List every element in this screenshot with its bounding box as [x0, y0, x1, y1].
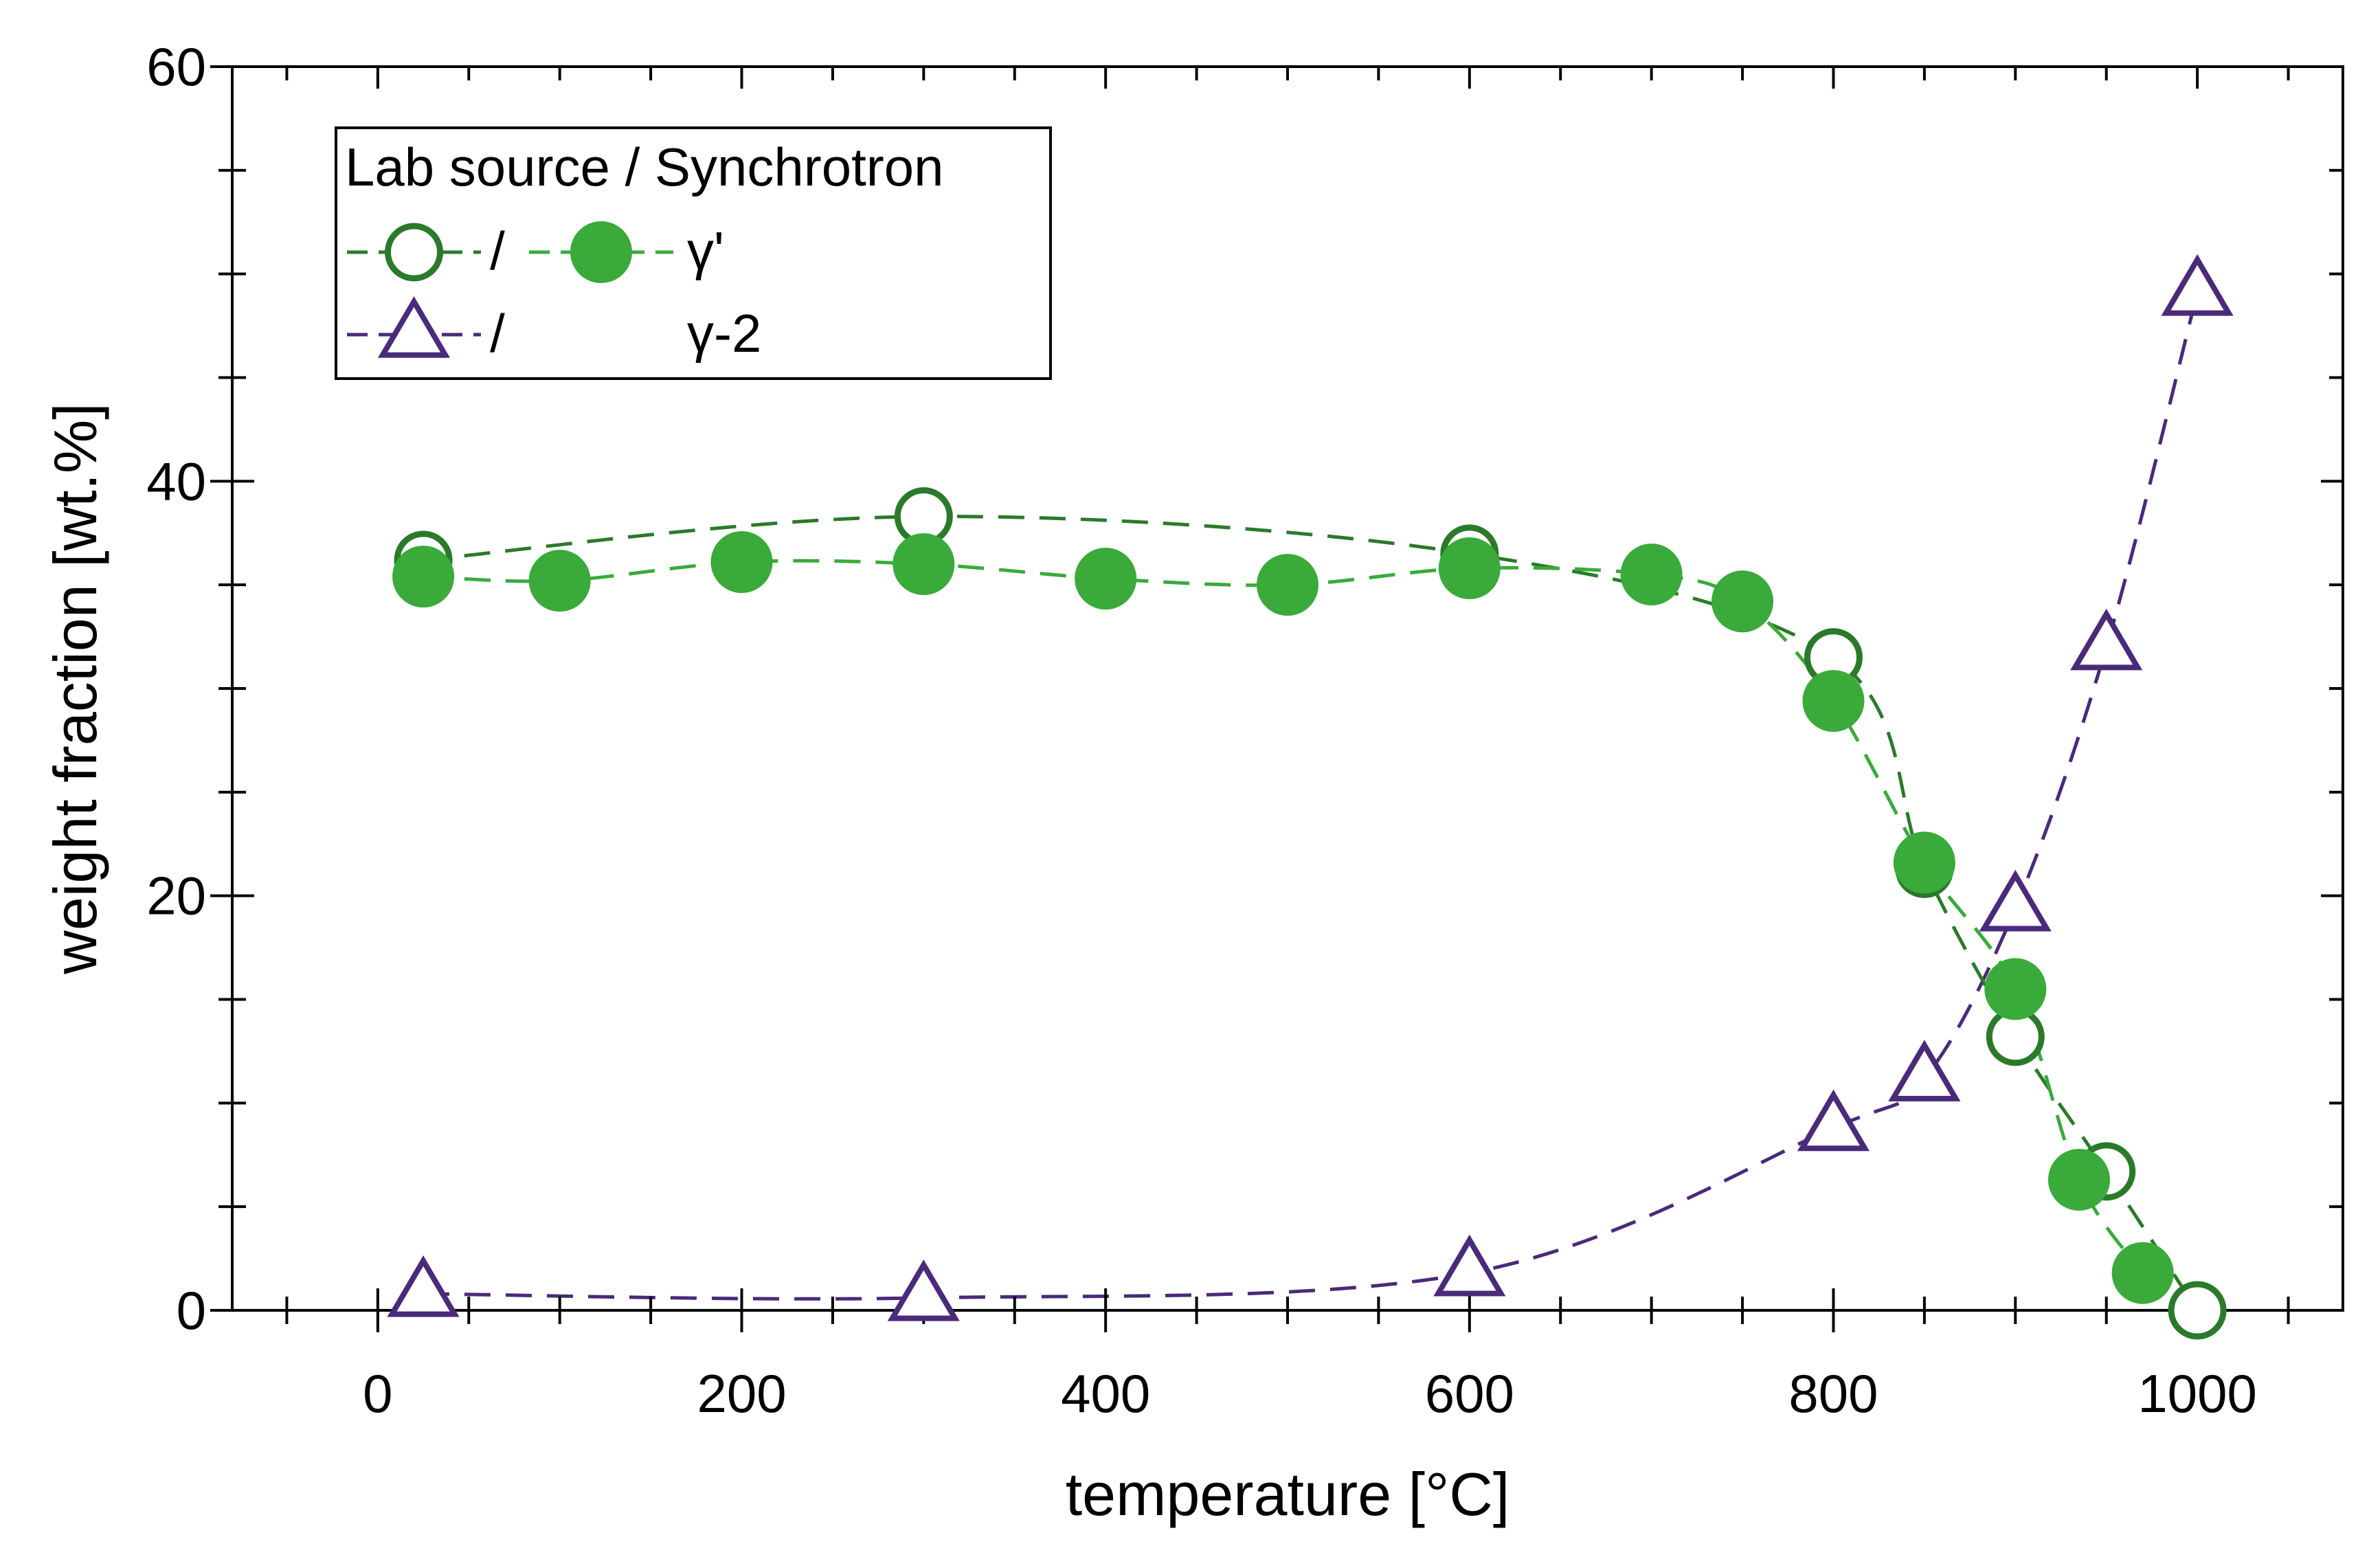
y-tick-label: 20 [146, 866, 206, 926]
y-tick-label: 60 [146, 36, 206, 97]
y-axis-label: weight fraction [wt.%] [41, 403, 109, 974]
x-axis-label: temperature [°C] [1066, 1460, 1510, 1528]
x-tick-label: 600 [1425, 1363, 1514, 1424]
legend-label-gamma-prime: γ' [687, 221, 724, 281]
data-point-gp_syn [392, 546, 455, 608]
data-point-gp_syn [2111, 1242, 2174, 1304]
data-point-gp_syn [2048, 1148, 2110, 1211]
data-point-g2_lab [1797, 1089, 1870, 1152]
legend-sample-gp-syn-marker [570, 221, 632, 283]
data-point-gp_syn [710, 530, 773, 593]
data-point-g2_lab [2161, 254, 2234, 316]
data-point-gp_lab [2168, 1281, 2227, 1340]
series-lines [423, 292, 2199, 1312]
legend-sample-gp-lab-marker [385, 223, 443, 282]
legend-separator-row2: / [490, 303, 505, 363]
legend-header: Lab source / Synchrotron [345, 137, 943, 197]
plot-frame [231, 65, 2344, 1312]
y-tick-label: 0 [177, 1280, 206, 1341]
series-markers [387, 254, 2234, 1340]
legend-separator-row1: / [490, 221, 505, 281]
data-point-gp_syn [1075, 548, 1137, 610]
data-point-gp_syn [1438, 537, 1501, 600]
data-point-g2_lab [1433, 1234, 1506, 1297]
data-point-g2_lab [2070, 608, 2143, 671]
legend-row-gamma-2 [347, 296, 481, 358]
legend-sample-g2-lab-marker [377, 296, 451, 358]
x-tick-label: 400 [1061, 1363, 1150, 1424]
x-tick-label: 1000 [2137, 1363, 2257, 1424]
data-point-gp_syn [1802, 670, 1865, 732]
data-point-g2_lab [387, 1255, 460, 1317]
x-tick-label: 200 [697, 1363, 786, 1424]
series-line-gp_syn [423, 559, 2144, 1275]
data-point-gp_syn [892, 533, 955, 595]
x-tick-label: 800 [1788, 1363, 1878, 1424]
data-point-g2_lab [1979, 869, 2052, 932]
data-point-gp_syn [1984, 958, 2047, 1020]
tick-labels: 0 200 400 600 800 1000 0 20 40 60 [146, 36, 2257, 1424]
data-point-g2_lab [1888, 1040, 1961, 1101]
x-tick-label: 0 [363, 1363, 392, 1424]
legend-row-gamma-prime [347, 221, 673, 283]
series-line-g2_lab [423, 292, 2199, 1301]
data-point-gp_syn [1893, 831, 1955, 894]
data-point-gp_syn [1711, 570, 1774, 633]
legend-label-gamma-2: γ-2 [687, 303, 761, 363]
data-point-gp_syn [528, 550, 591, 612]
data-point-gp_syn [1257, 554, 1318, 616]
y-tick-label: 40 [146, 451, 206, 511]
series-line-gp_lab [423, 515, 2199, 1312]
data-point-gp_syn [1620, 544, 1683, 606]
legend: Lab source / Synchrotron / γ' / γ-2 [335, 126, 1052, 380]
data-point-g2_lab [887, 1259, 960, 1321]
